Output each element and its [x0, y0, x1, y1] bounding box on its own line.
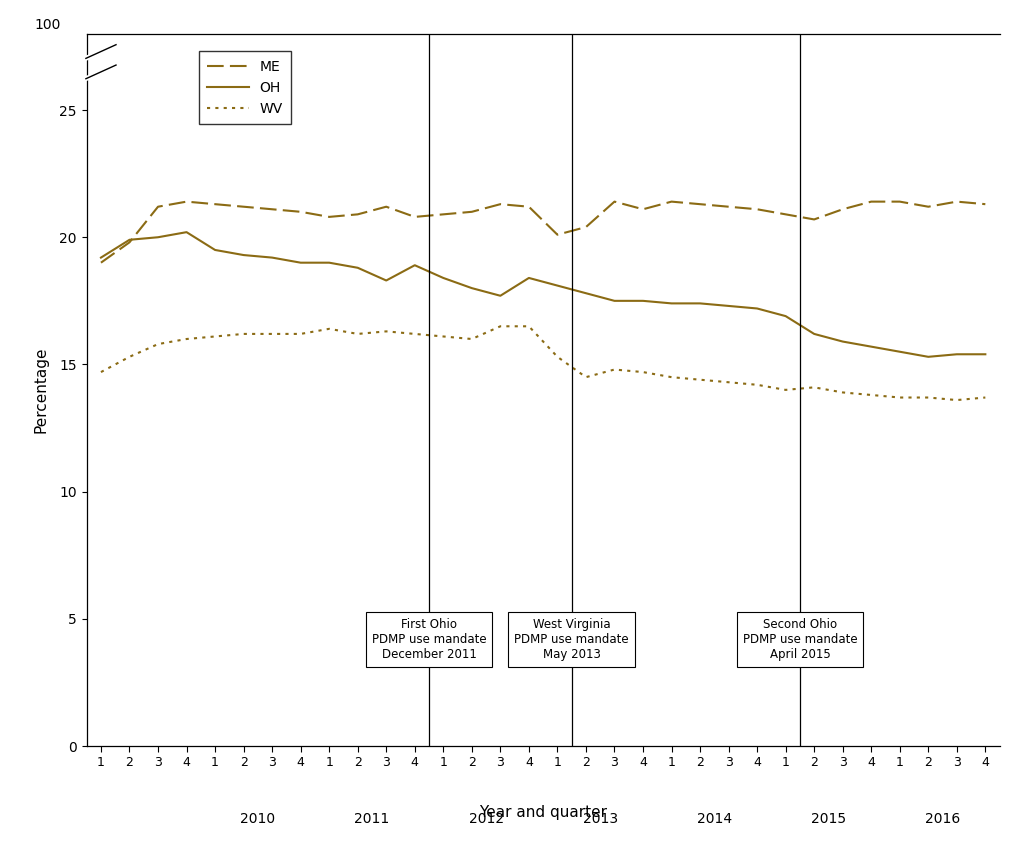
Text: Second Ohio
PDMP use mandate
April 2015: Second Ohio PDMP use mandate April 2015 [742, 618, 856, 661]
Text: 2012: 2012 [468, 812, 503, 826]
Text: First Ohio
PDMP use mandate
December 2011: First Ohio PDMP use mandate December 201… [371, 618, 486, 661]
Text: 100: 100 [35, 19, 61, 32]
Text: 2016: 2016 [924, 812, 959, 826]
Text: 2011: 2011 [354, 812, 389, 826]
Text: 2015: 2015 [810, 812, 845, 826]
Text: 2010: 2010 [240, 812, 275, 826]
X-axis label: Year and quarter: Year and quarter [479, 805, 606, 820]
Text: West Virginia
PDMP use mandate
May 2013: West Virginia PDMP use mandate May 2013 [514, 618, 629, 661]
Legend: ME, OH, WV: ME, OH, WV [199, 51, 291, 124]
Text: 2013: 2013 [582, 812, 618, 826]
Text: 2014: 2014 [696, 812, 732, 826]
Y-axis label: Percentage: Percentage [34, 346, 48, 433]
